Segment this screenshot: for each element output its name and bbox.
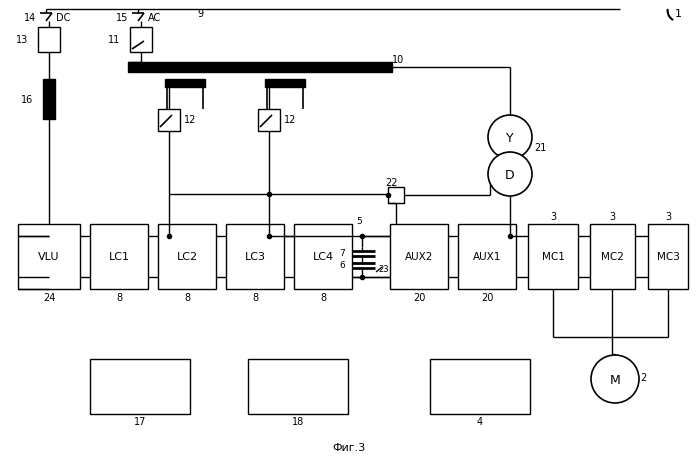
Text: 18: 18 [292, 416, 304, 426]
Text: LC3: LC3 [245, 252, 266, 262]
Bar [590, 224, 635, 289]
Bar [458, 224, 516, 289]
Circle shape [488, 153, 532, 196]
Bar [294, 224, 352, 289]
Bar [388, 188, 404, 203]
Text: 4: 4 [477, 416, 483, 426]
Text: Фиг.3: Фиг.3 [333, 442, 366, 452]
Text: 8: 8 [320, 292, 326, 302]
Text: 22: 22 [386, 178, 398, 188]
Text: 11: 11 [108, 35, 120, 45]
Text: Y: Y [506, 131, 514, 144]
Text: VLU: VLU [38, 252, 59, 262]
Bar [165, 80, 205, 88]
Text: MC2: MC2 [601, 252, 624, 262]
Text: LC4: LC4 [312, 252, 333, 262]
Text: 3: 3 [550, 212, 556, 222]
Text: AUX2: AUX2 [405, 252, 433, 262]
Bar [390, 224, 448, 289]
Text: AUX1: AUX1 [473, 252, 501, 262]
Text: 15: 15 [115, 13, 128, 23]
Text: 6: 6 [339, 261, 345, 270]
Text: 14: 14 [24, 13, 36, 23]
Text: 23: 23 [378, 265, 389, 274]
Bar [43, 80, 55, 120]
Text: 5: 5 [356, 217, 362, 226]
Text: 21: 21 [534, 143, 547, 153]
Bar [128, 63, 392, 73]
Text: 8: 8 [184, 292, 190, 302]
Text: M: M [610, 373, 621, 386]
Circle shape [488, 116, 532, 160]
Text: MC1: MC1 [542, 252, 564, 262]
Bar [248, 359, 348, 414]
Bar [430, 359, 530, 414]
Bar [528, 224, 578, 289]
Text: MC3: MC3 [656, 252, 679, 262]
Bar [265, 80, 305, 88]
Text: 20: 20 [481, 292, 493, 302]
Text: 24: 24 [43, 292, 55, 302]
Bar [158, 224, 216, 289]
Text: 12: 12 [184, 115, 196, 125]
Text: AC: AC [148, 13, 161, 23]
Bar [18, 224, 80, 289]
Bar [648, 224, 688, 289]
Bar [158, 110, 180, 132]
Bar [258, 110, 280, 132]
Text: DC: DC [56, 13, 71, 23]
Text: 2: 2 [640, 372, 647, 382]
Text: 12: 12 [284, 115, 296, 125]
Text: 13: 13 [16, 35, 28, 45]
Text: 20: 20 [413, 292, 425, 302]
Text: 7: 7 [339, 248, 345, 257]
Text: 9: 9 [197, 9, 203, 19]
Text: 3: 3 [610, 212, 616, 222]
Circle shape [591, 355, 639, 403]
Bar [90, 359, 190, 414]
Text: 1: 1 [675, 9, 682, 19]
Text: 16: 16 [21, 95, 33, 105]
Bar [90, 224, 148, 289]
Text: 3: 3 [665, 212, 671, 222]
Text: 10: 10 [392, 55, 404, 65]
Bar [38, 28, 60, 53]
Bar [226, 224, 284, 289]
Text: 8: 8 [252, 292, 258, 302]
Text: 8: 8 [116, 292, 122, 302]
Text: LC1: LC1 [108, 252, 129, 262]
Bar [130, 28, 152, 53]
Text: D: D [505, 168, 514, 181]
Text: 17: 17 [134, 416, 146, 426]
Text: LC2: LC2 [176, 252, 198, 262]
